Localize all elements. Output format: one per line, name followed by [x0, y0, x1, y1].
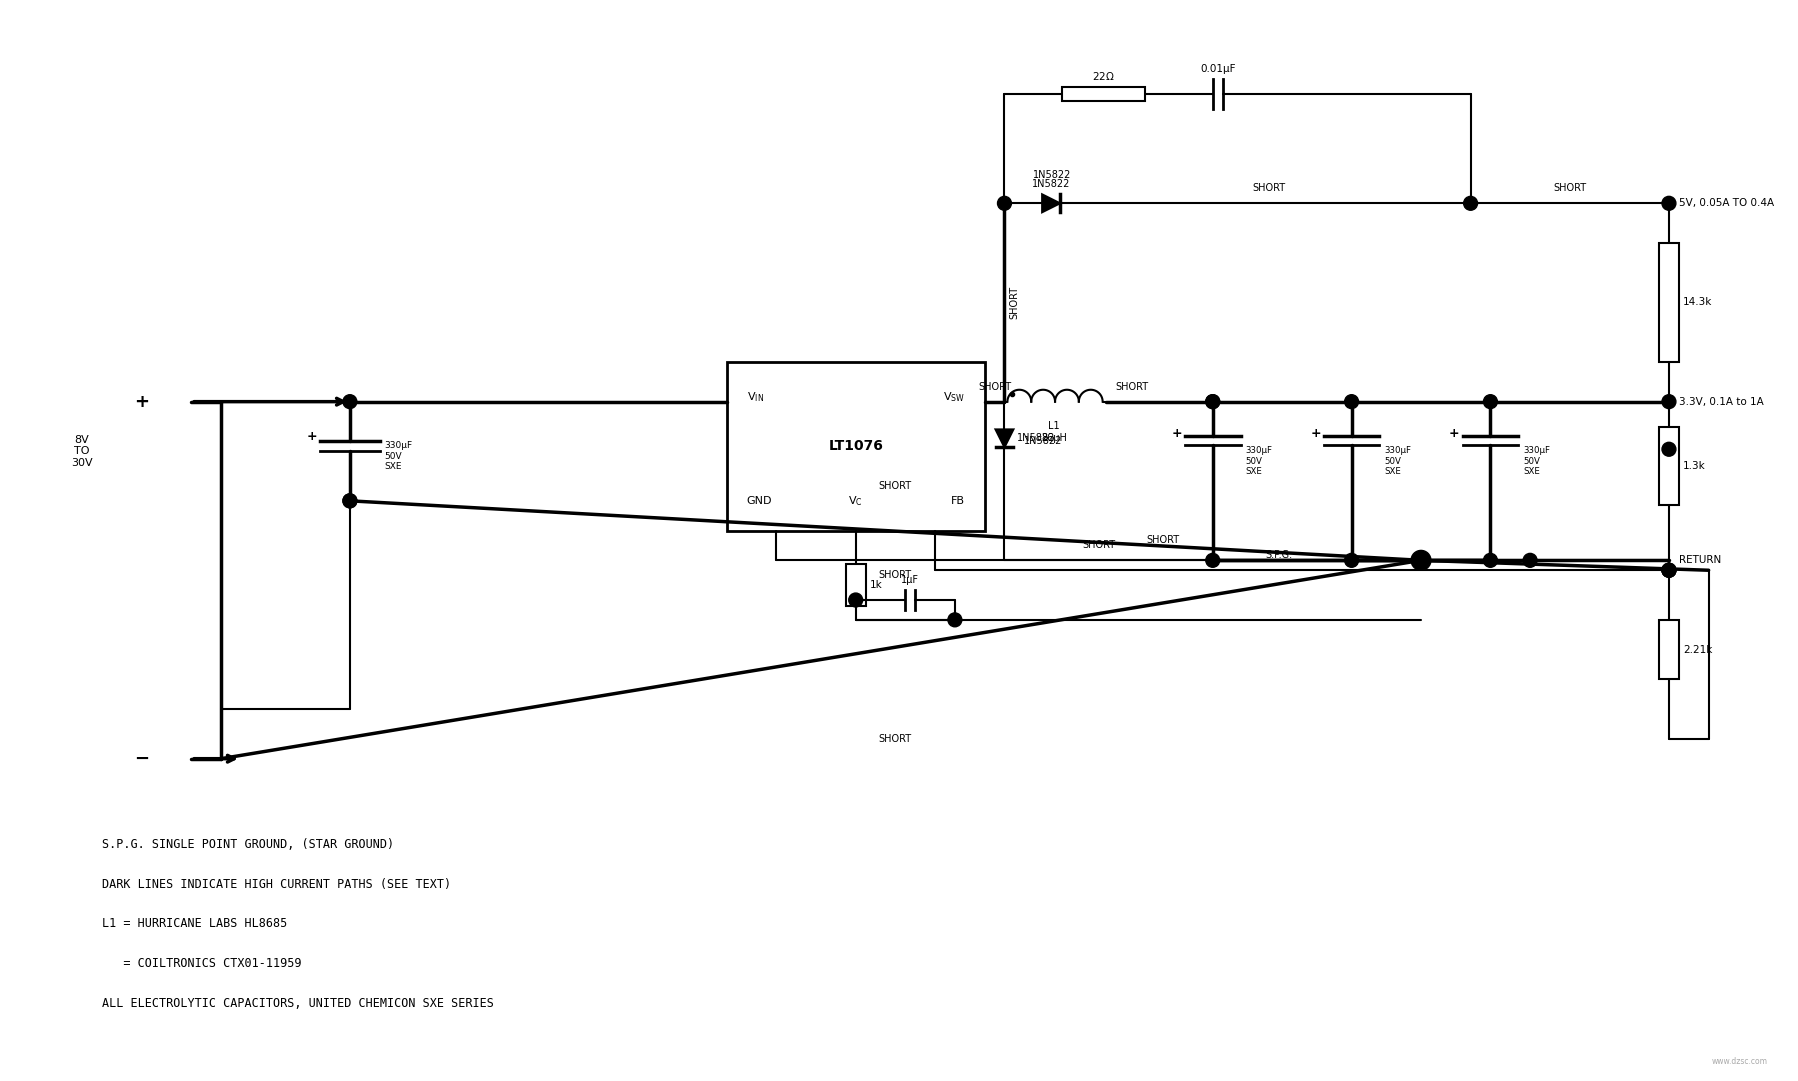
Text: 8V
TO
30V: 8V TO 30V: [72, 435, 93, 468]
Text: SHORT: SHORT: [1147, 535, 1179, 546]
Circle shape: [1206, 395, 1219, 409]
Text: FB: FB: [951, 496, 966, 506]
Text: +: +: [1170, 427, 1181, 440]
Bar: [1660, 619, 1679, 679]
Circle shape: [849, 593, 863, 606]
Text: 14.3k: 14.3k: [1683, 297, 1712, 307]
Text: SHORT: SHORT: [1115, 382, 1149, 391]
Bar: [1660, 427, 1679, 505]
Text: +: +: [306, 430, 316, 443]
Text: S.P.G. SINGLE POINT GROUND, (STAR GROUND): S.P.G. SINGLE POINT GROUND, (STAR GROUND…: [102, 838, 394, 851]
Text: 3.3V, 0.1A to 1A: 3.3V, 0.1A to 1A: [1679, 397, 1764, 406]
Circle shape: [1483, 395, 1498, 409]
Text: 330μF
50V
SXE: 330μF 50V SXE: [1246, 446, 1273, 476]
Text: ALL ELECTROLYTIC CAPACITORS, UNITED CHEMICON SXE SERIES: ALL ELECTROLYTIC CAPACITORS, UNITED CHEM…: [102, 997, 494, 1010]
Text: 1N5822: 1N5822: [1032, 171, 1072, 181]
Bar: [1063, 88, 1145, 102]
Circle shape: [1206, 553, 1219, 568]
Bar: [1660, 243, 1679, 362]
Circle shape: [1345, 553, 1359, 568]
Polygon shape: [996, 429, 1014, 448]
Circle shape: [1661, 197, 1676, 210]
Circle shape: [948, 613, 962, 627]
Text: S.P.G.: S.P.G.: [1266, 550, 1293, 560]
Text: 5V, 0.05A TO 0.4A: 5V, 0.05A TO 0.4A: [1679, 198, 1775, 209]
Text: −: −: [135, 750, 149, 768]
Circle shape: [1661, 563, 1676, 577]
Text: 1N5822: 1N5822: [1018, 433, 1055, 443]
Circle shape: [343, 494, 356, 508]
Circle shape: [1206, 395, 1219, 409]
Circle shape: [343, 395, 356, 409]
Circle shape: [1345, 395, 1359, 409]
Text: 330μF
50V
SXE: 330μF 50V SXE: [385, 441, 414, 471]
Text: 2.21k: 2.21k: [1683, 644, 1712, 655]
Circle shape: [1523, 553, 1537, 568]
Text: 0.01μF: 0.01μF: [1199, 65, 1235, 75]
Text: SHORT: SHORT: [879, 481, 912, 491]
Text: SHORT: SHORT: [1253, 184, 1286, 193]
Circle shape: [1464, 197, 1478, 210]
Polygon shape: [1043, 195, 1061, 212]
Circle shape: [1661, 563, 1676, 577]
Text: +: +: [1311, 427, 1322, 440]
Text: V$_{\rm IN}$: V$_{\rm IN}$: [746, 390, 764, 403]
Circle shape: [1661, 395, 1676, 409]
Text: SHORT: SHORT: [978, 382, 1010, 391]
Bar: [845, 564, 865, 606]
Text: V$_{\rm SW}$: V$_{\rm SW}$: [942, 390, 966, 403]
Text: 1.3k: 1.3k: [1683, 462, 1706, 471]
Text: LT1076: LT1076: [829, 439, 883, 453]
Text: = COILTRONICS CTX01-11959: = COILTRONICS CTX01-11959: [102, 957, 302, 970]
Circle shape: [1661, 442, 1676, 456]
Text: 330μF
50V
SXE: 330μF 50V SXE: [1523, 446, 1550, 476]
Text: 1N5822: 1N5822: [1025, 437, 1063, 446]
Text: RETURN: RETURN: [1679, 556, 1721, 565]
Text: SHORT: SHORT: [879, 734, 912, 744]
Circle shape: [343, 494, 356, 508]
Text: 1k: 1k: [870, 580, 883, 590]
Text: L1 = HURRICANE LABS HL8685: L1 = HURRICANE LABS HL8685: [102, 918, 288, 931]
Text: DARK LINES INDICATE HIGH CURRENT PATHS (SEE TEXT): DARK LINES INDICATE HIGH CURRENT PATHS (…: [102, 878, 451, 891]
Text: 1μF: 1μF: [901, 575, 919, 585]
Text: L1
86μH: L1 86μH: [1041, 422, 1066, 443]
Bar: [726, 362, 985, 531]
Text: GND: GND: [746, 496, 771, 506]
Text: www.dzsc.com: www.dzsc.com: [1712, 1057, 1767, 1066]
Text: SHORT: SHORT: [1009, 285, 1019, 319]
Text: 22$\Omega$: 22$\Omega$: [1093, 70, 1115, 82]
Text: +: +: [1449, 427, 1460, 440]
Text: SHORT: SHORT: [1082, 540, 1115, 550]
Circle shape: [1483, 553, 1498, 568]
Text: 330μF
50V
SXE: 330μF 50V SXE: [1384, 446, 1411, 476]
Text: V$_{\rm C}$: V$_{\rm C}$: [849, 494, 863, 508]
Text: 1N5822: 1N5822: [1032, 179, 1070, 189]
Text: +: +: [135, 392, 149, 411]
Text: SHORT: SHORT: [1553, 184, 1586, 193]
Circle shape: [1661, 563, 1676, 577]
Text: SHORT: SHORT: [879, 571, 912, 580]
Circle shape: [1411, 550, 1431, 571]
Circle shape: [998, 197, 1012, 210]
